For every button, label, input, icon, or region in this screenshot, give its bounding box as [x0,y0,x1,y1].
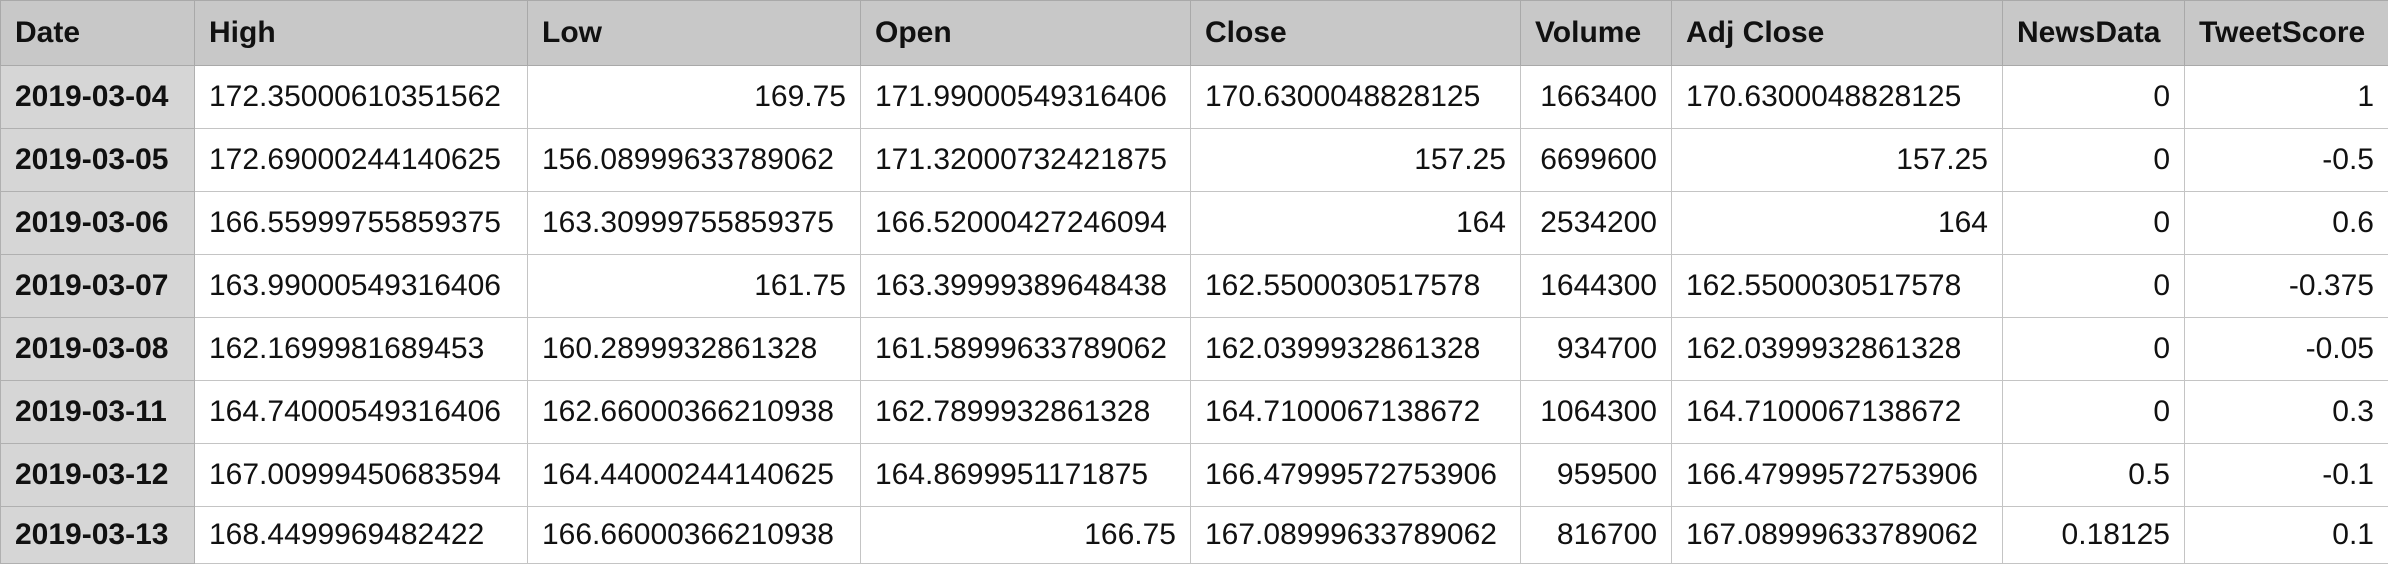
cell-low[interactable]: 164.44000244140625 [527,443,861,507]
cell-low[interactable]: 169.75 [527,65,861,129]
table-row: 2019-03-05 172.69000244140625 156.08999633… [0,128,2388,192]
cell-open[interactable]: 161.58999633789062 [860,317,1191,381]
cell-close[interactable]: 166.47999572753906 [1190,443,1521,507]
cell-date[interactable]: 2019-03-06 [0,191,195,255]
cell-close[interactable]: 167.08999633789062 [1190,506,1521,564]
cell-tweetscore[interactable]: -0.05 [2184,317,2388,381]
header-date[interactable]: Date [0,0,195,66]
cell-low[interactable]: 160.2899932861328 [527,317,861,381]
cell-newsdata[interactable]: 0.5 [2002,443,2185,507]
cell-adj-close[interactable]: 162.5500030517578 [1671,254,2003,318]
cell-close[interactable]: 162.0399932861328 [1190,317,1521,381]
header-open[interactable]: Open [860,0,1191,66]
cell-tweetscore[interactable]: -0.5 [2184,128,2388,192]
table-row: 2019-03-08 162.1699981689453 160.289993286… [0,317,2388,381]
table-row: 2019-03-06 166.55999755859375 163.30999755… [0,191,2388,255]
cell-open[interactable]: 164.8699951171875 [860,443,1191,507]
cell-adj-close[interactable]: 166.47999572753906 [1671,443,2003,507]
cell-high[interactable]: 164.74000549316406 [194,380,528,444]
cell-volume[interactable]: 1064300 [1520,380,1672,444]
cell-open[interactable]: 162.7899932861328 [860,380,1191,444]
cell-tweetscore[interactable]: 0.3 [2184,380,2388,444]
cell-close[interactable]: 170.6300048828125 [1190,65,1521,129]
cell-volume[interactable]: 934700 [1520,317,1672,381]
cell-high[interactable]: 166.55999755859375 [194,191,528,255]
cell-newsdata[interactable]: 0.18125 [2002,506,2185,564]
cell-volume[interactable]: 2534200 [1520,191,1672,255]
cell-tweetscore[interactable]: -0.1 [2184,443,2388,507]
cell-adj-close[interactable]: 157.25 [1671,128,2003,192]
cell-adj-close[interactable]: 162.0399932861328 [1671,317,2003,381]
cell-newsdata[interactable]: 0 [2002,254,2185,318]
cell-date[interactable]: 2019-03-12 [0,443,195,507]
header-close[interactable]: Close [1190,0,1521,66]
cell-adj-close[interactable]: 164.7100067138672 [1671,380,2003,444]
cell-open[interactable]: 163.39999389648438 [860,254,1191,318]
header-adj-close[interactable]: Adj Close [1671,0,2003,66]
header-high[interactable]: High [194,0,528,66]
cell-close[interactable]: 157.25 [1190,128,1521,192]
cell-high[interactable]: 168.4499969482422 [194,506,528,564]
cell-close[interactable]: 164.7100067138672 [1190,380,1521,444]
cell-adj-close[interactable]: 167.08999633789062 [1671,506,2003,564]
cell-high[interactable]: 167.00999450683594 [194,443,528,507]
cell-volume[interactable]: 1663400 [1520,65,1672,129]
header-low[interactable]: Low [527,0,861,66]
table-row: 2019-03-12 167.00999450683594 164.44000244… [0,443,2388,507]
cell-open[interactable]: 171.32000732421875 [860,128,1191,192]
cell-tweetscore[interactable]: -0.375 [2184,254,2388,318]
table-body: 2019-03-04 172.35000610351562 169.75 171.99… [0,65,2388,564]
cell-tweetscore[interactable]: 0.6 [2184,191,2388,255]
cell-newsdata[interactable]: 0 [2002,317,2185,381]
cell-volume[interactable]: 6699600 [1520,128,1672,192]
cell-date[interactable]: 2019-03-08 [0,317,195,381]
header-row: Date High Low Open Close Volume Adj Clos… [0,0,2388,66]
table-row: 2019-03-11 164.74000549316406 162.66000366… [0,380,2388,444]
cell-date[interactable]: 2019-03-11 [0,380,195,444]
header-tweetscore[interactable]: TweetScore [2184,0,2388,66]
cell-volume[interactable]: 816700 [1520,506,1672,564]
header-volume[interactable]: Volume [1520,0,1672,66]
cell-low[interactable]: 161.75 [527,254,861,318]
cell-close[interactable]: 162.5500030517578 [1190,254,1521,318]
cell-high[interactable]: 162.1699981689453 [194,317,528,381]
cell-date[interactable]: 2019-03-04 [0,65,195,129]
table-row: 2019-03-13 168.4499969482422 166.660003662… [0,506,2388,564]
cell-date[interactable]: 2019-03-13 [0,506,195,564]
cell-high[interactable]: 172.69000244140625 [194,128,528,192]
cell-date[interactable]: 2019-03-05 [0,128,195,192]
cell-newsdata[interactable]: 0 [2002,128,2185,192]
cell-volume[interactable]: 1644300 [1520,254,1672,318]
cell-open[interactable]: 166.75 [860,506,1191,564]
cell-low[interactable]: 166.66000366210938 [527,506,861,564]
cell-open[interactable]: 166.52000427246094 [860,191,1191,255]
cell-low[interactable]: 162.66000366210938 [527,380,861,444]
header-newsdata[interactable]: NewsData [2002,0,2185,66]
cell-newsdata[interactable]: 0 [2002,380,2185,444]
table-row: 2019-03-04 172.35000610351562 169.75 171.99… [0,65,2388,129]
cell-high[interactable]: 163.99000549316406 [194,254,528,318]
cell-open[interactable]: 171.99000549316406 [860,65,1191,129]
cell-low[interactable]: 163.30999755859375 [527,191,861,255]
cell-newsdata[interactable]: 0 [2002,191,2185,255]
cell-tweetscore[interactable]: 1 [2184,65,2388,129]
cell-close[interactable]: 164 [1190,191,1521,255]
cell-low[interactable]: 156.08999633789062 [527,128,861,192]
cell-tweetscore[interactable]: 0.1 [2184,506,2388,564]
cell-volume[interactable]: 959500 [1520,443,1672,507]
cell-high[interactable]: 172.35000610351562 [194,65,528,129]
cell-newsdata[interactable]: 0 [2002,65,2185,129]
cell-adj-close[interactable]: 170.6300048828125 [1671,65,2003,129]
table-row: 2019-03-07 163.99000549316406 161.75 163.39… [0,254,2388,318]
cell-adj-close[interactable]: 164 [1671,191,2003,255]
cell-date[interactable]: 2019-03-07 [0,254,195,318]
